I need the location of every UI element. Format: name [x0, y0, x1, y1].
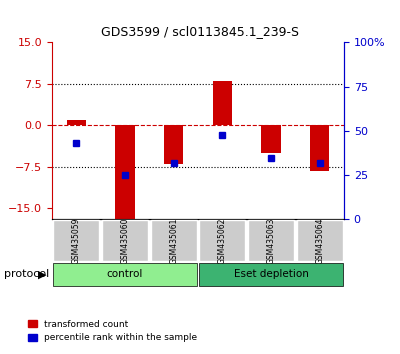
- Legend: transformed count, percentile rank within the sample: transformed count, percentile rank withi…: [24, 316, 201, 346]
- Text: Eset depletion: Eset depletion: [234, 269, 308, 279]
- Text: GSM435060: GSM435060: [120, 217, 130, 264]
- FancyBboxPatch shape: [200, 263, 342, 285]
- Text: GSM435062: GSM435062: [218, 217, 227, 264]
- Bar: [310, 125, 330, 171]
- Text: GSM435059: GSM435059: [72, 217, 81, 264]
- FancyBboxPatch shape: [54, 263, 196, 285]
- Text: ▶: ▶: [38, 269, 46, 279]
- Bar: [261, 125, 281, 153]
- Text: GSM435063: GSM435063: [266, 217, 276, 264]
- Bar: [213, 81, 232, 125]
- Text: GSM435061: GSM435061: [169, 217, 178, 264]
- Text: GSM435064: GSM435064: [315, 217, 324, 264]
- Text: protocol: protocol: [4, 269, 49, 279]
- Text: GDS3599 / scl0113845.1_239-S: GDS3599 / scl0113845.1_239-S: [101, 25, 299, 38]
- FancyBboxPatch shape: [54, 220, 99, 261]
- FancyBboxPatch shape: [297, 220, 342, 261]
- Bar: [115, 125, 135, 219]
- Text: control: control: [107, 269, 143, 279]
- FancyBboxPatch shape: [248, 220, 294, 261]
- Bar: [164, 125, 183, 164]
- FancyBboxPatch shape: [200, 220, 245, 261]
- Bar: [66, 120, 86, 125]
- FancyBboxPatch shape: [102, 220, 148, 261]
- FancyBboxPatch shape: [151, 220, 196, 261]
